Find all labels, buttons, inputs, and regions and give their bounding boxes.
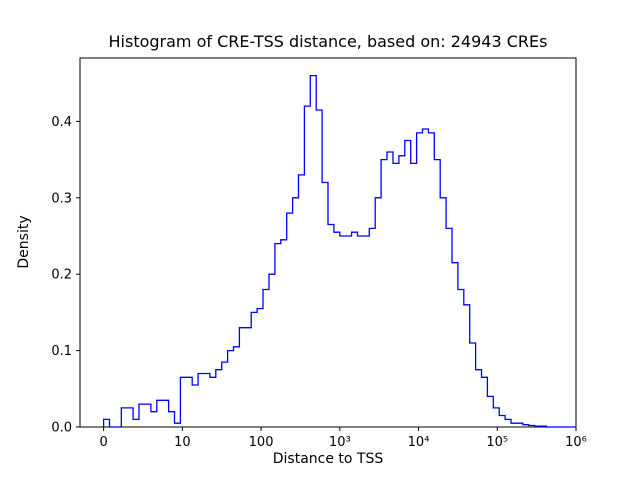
y-tick-label: 0.1 — [51, 344, 72, 359]
x-tick-label: 10⁶ — [565, 435, 587, 450]
x-tick-label: 10³ — [329, 435, 351, 450]
x-tick-label: 10 — [174, 435, 191, 450]
y-tick-label: 0.2 — [51, 268, 72, 283]
x-tick-label: 10⁴ — [408, 435, 430, 450]
x-axis-label: Distance to TSS — [272, 451, 384, 467]
x-tick-label: 10⁵ — [486, 435, 508, 450]
y-tick-label: 0.4 — [51, 115, 72, 130]
x-tick-label: 100 — [249, 435, 274, 450]
y-tick-label: 0.0 — [51, 421, 72, 436]
x-tick-label: 0 — [99, 435, 107, 450]
chart-title: Histogram of CRE-TSS distance, based on:… — [108, 32, 548, 51]
y-tick-label: 0.3 — [51, 191, 72, 206]
plot-frame — [79, 57, 577, 428]
histogram-step-line — [102, 74, 576, 428]
y-axis-label: Density — [16, 215, 32, 269]
